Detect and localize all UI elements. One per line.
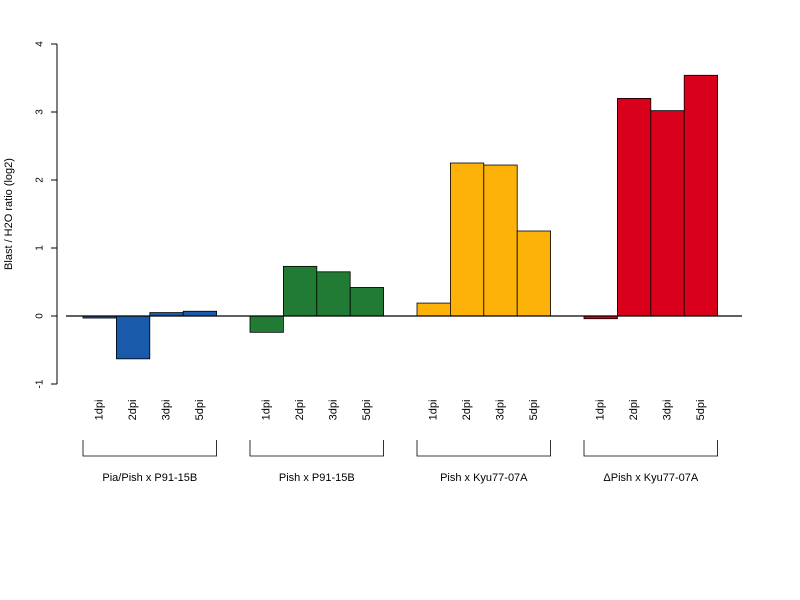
bar [449,162,485,317]
y-tick-label: 4 [35,41,46,47]
category-label: 1dpi [595,400,607,421]
group-bracket [416,440,551,457]
group-label: Pia/Pish x P91-15B [102,472,197,484]
group-bracket [249,440,384,457]
category-label: 1dpi [261,400,273,421]
category-label: 3dpi [494,400,506,421]
bar [650,110,685,317]
bar [416,302,451,317]
category-label: 2dpi [127,400,139,421]
category-label: 5dpi [194,400,206,421]
y-axis: -1 0 1 2 3 4 [35,41,58,388]
category-label: 2dpi [461,400,473,421]
category-label: 2dpi [294,400,306,421]
bar [182,310,217,317]
y-tick-label: 2 [35,177,46,183]
bar [316,271,351,317]
category-label: 3dpi [661,400,673,421]
group-label: Pish x Kyu77-07A [440,472,528,484]
bar [683,74,719,317]
category-label: 3dpi [327,400,339,421]
bar [282,265,318,317]
category-label: 3dpi [160,400,172,421]
category-label: 5dpi [528,400,540,421]
bar [483,164,518,317]
bar [349,287,385,317]
category-label: 5dpi [361,400,373,421]
category-label: 1dpi [94,400,106,421]
group-labels: Pia/Pish x P91-15B Pish x P91-15B Pish x K… [102,472,698,484]
group-brackets [82,440,718,457]
y-tick-label: 0 [35,313,46,319]
y-tick-label: 3 [35,109,46,115]
bar [617,98,652,317]
y-tick-label: 1 [35,245,46,251]
category-label: 2dpi [628,400,640,421]
group-label: ΔPish x Kyu77-07A [603,472,698,484]
category-label: 5dpi [695,400,707,421]
group-label: Pish x P91-15B [279,472,355,484]
group-bracket [583,440,718,457]
group-bracket [82,440,217,457]
bar [516,230,552,317]
category-labels: 1dpi 2dpi 3dpi 5dpi 1dpi 2dpi 3dpi 5dpi 1dpi 2dpi… [94,400,707,421]
y-tick-label: -1 [35,379,46,388]
bar [116,315,151,360]
bar [249,315,284,333]
bars [82,74,719,360]
category-label: 1dpi [428,400,440,421]
y-axis-label: Blast / H2O ratio (log2) [3,158,15,270]
